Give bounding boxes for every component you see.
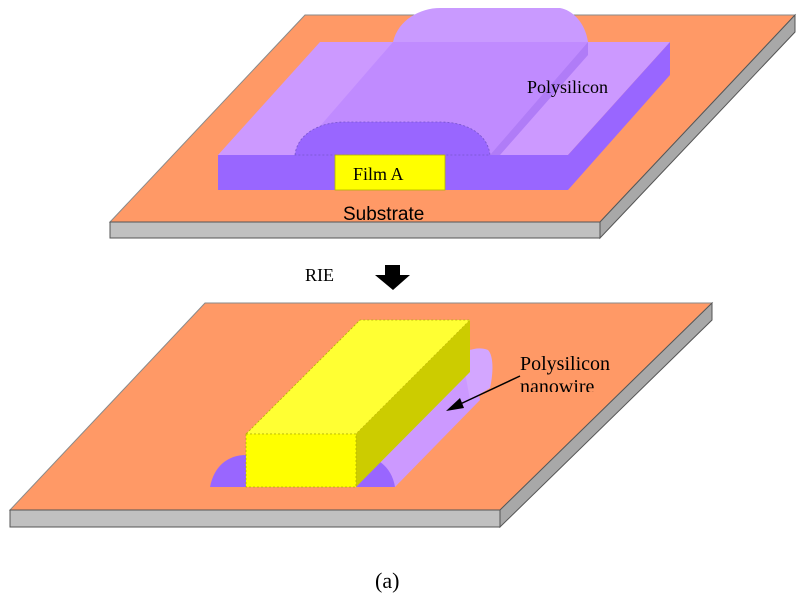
figure-caption: (a) xyxy=(375,568,399,593)
top-structure: Film A Polysilicon Substrate xyxy=(108,8,797,240)
bottom-nanowire-label: nanowire xyxy=(520,376,595,398)
down-arrow-icon xyxy=(375,265,410,290)
top-poly-ridge-right-band xyxy=(490,42,588,155)
bottom-film-side-face xyxy=(356,320,470,487)
rie-label: RIE xyxy=(305,265,334,285)
top-poly-slab-side xyxy=(568,42,670,190)
top-poly-ridge-front-arch xyxy=(294,121,491,156)
top-polysilicon-label: Polysilicon xyxy=(527,77,608,97)
bottom-substrate-front-face xyxy=(9,509,501,528)
bottom-substrate-side-face xyxy=(499,301,713,529)
bottom-structure: Polysilicon nanowire xyxy=(8,301,714,529)
film-a-block xyxy=(334,154,446,191)
substrate-label: Substrate xyxy=(343,204,424,225)
nanowire-front-left-arc xyxy=(210,455,246,487)
nanowire-pointer-line xyxy=(455,375,521,407)
top-poly-ridge-end-cap xyxy=(393,8,588,42)
bottom-film-front-face xyxy=(245,433,357,488)
process-step: RIE xyxy=(305,265,410,290)
bottom-polysilicon-label: Polysilicon xyxy=(520,353,610,375)
top-substrate-side-face xyxy=(599,13,796,240)
nanowire-pointer-arrowhead xyxy=(446,398,464,411)
film-a-label: Film A xyxy=(353,164,404,184)
